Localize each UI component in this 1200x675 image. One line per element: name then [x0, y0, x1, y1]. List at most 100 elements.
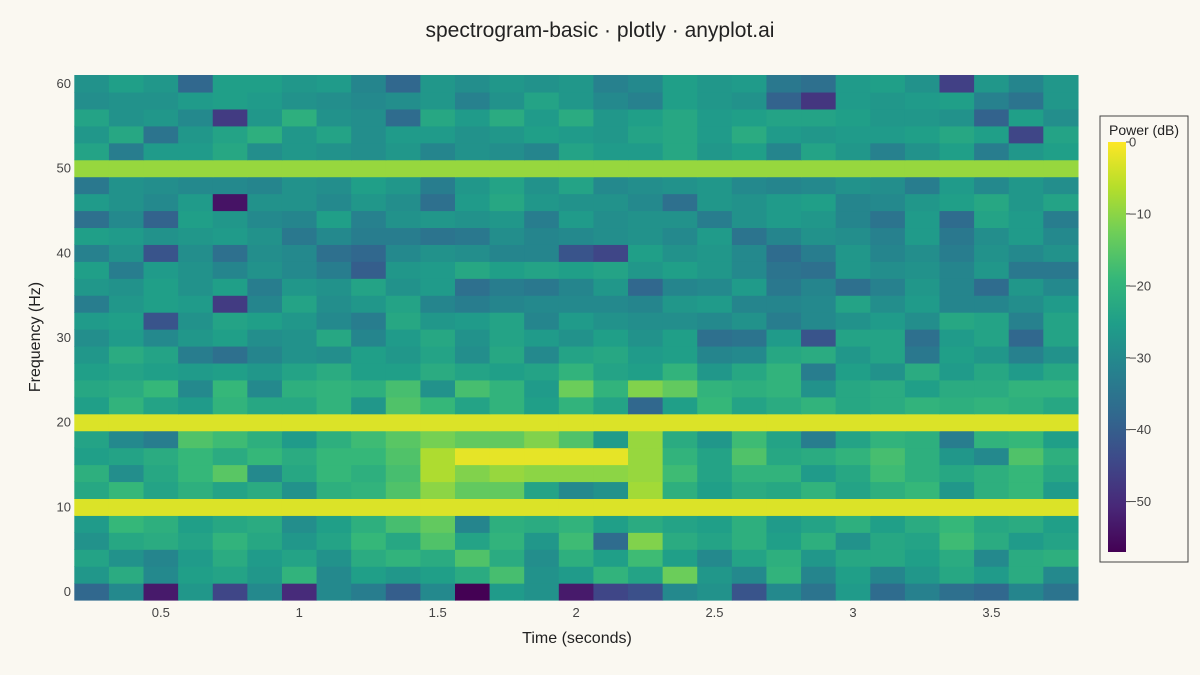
heatmap-cell — [904, 176, 941, 195]
heatmap-cell — [247, 295, 283, 313]
heatmap-cell — [316, 532, 352, 550]
heatmap-cell — [801, 227, 837, 245]
heatmap-cell — [212, 312, 248, 330]
heatmap-cell — [143, 193, 179, 212]
heatmap-cell — [697, 278, 733, 296]
heatmap-cell — [731, 566, 768, 584]
heatmap-cell — [558, 312, 595, 330]
heatmap-cell — [454, 549, 491, 567]
heatmap-cell — [1043, 278, 1079, 296]
heatmap-cell — [385, 464, 421, 483]
heatmap-cell — [316, 210, 352, 229]
heatmap-cell — [870, 498, 906, 516]
heatmap-cell — [143, 108, 179, 127]
heatmap-cell — [697, 91, 733, 110]
heatmap-cell — [939, 515, 975, 533]
heatmap-cell — [628, 464, 664, 483]
heatmap-cell — [74, 413, 110, 432]
heatmap-cell — [178, 261, 214, 279]
heatmap-cell — [281, 210, 318, 229]
heatmap-cell — [178, 464, 214, 483]
heatmap-cell — [316, 583, 352, 601]
heatmap-cell — [593, 312, 629, 330]
heatmap-cell — [420, 210, 456, 229]
heatmap-cell — [385, 108, 421, 127]
heatmap-cell — [697, 176, 733, 195]
heatmap-cell — [558, 75, 595, 93]
heatmap-cell — [662, 176, 698, 195]
heatmap-cell — [1008, 396, 1044, 415]
heatmap-cell — [385, 345, 421, 364]
heatmap-cell — [351, 210, 387, 229]
heatmap-cell — [108, 464, 145, 483]
heatmap-cell — [281, 447, 318, 466]
heatmap-cell — [108, 75, 145, 93]
heatmap-cell — [939, 583, 975, 601]
heatmap-cell — [974, 176, 1010, 195]
heatmap-cell — [801, 108, 837, 127]
heatmap-cell — [1043, 430, 1079, 449]
y-axis-ticks: 0 10 20 30 40 50 60 — [57, 76, 71, 599]
heatmap-cell — [420, 278, 456, 296]
heatmap-cell — [351, 481, 387, 499]
heatmap-cell — [939, 176, 975, 195]
heatmap-cell — [247, 210, 283, 229]
heatmap-cell — [1008, 379, 1044, 398]
heatmap-cell — [247, 193, 283, 212]
heatmap-cell — [247, 464, 283, 483]
heatmap-cell — [766, 193, 802, 212]
heatmap-cell — [316, 515, 352, 533]
heatmap-cell — [870, 566, 906, 584]
heatmap-cell — [1008, 430, 1044, 449]
heatmap-cell — [801, 396, 837, 415]
heatmap-cell — [74, 396, 110, 415]
heatmap-cell — [662, 549, 698, 567]
heatmap-cell — [524, 244, 560, 262]
heatmap-cell — [385, 549, 421, 567]
heatmap-cell — [1043, 379, 1079, 398]
heatmap-cell — [247, 583, 283, 601]
heatmap-cell — [178, 515, 214, 533]
heatmap-cell — [697, 362, 733, 381]
heatmap-cell — [766, 278, 802, 296]
heatmap-cell — [143, 413, 179, 432]
heatmap-cell — [247, 91, 283, 110]
heatmap-cell — [731, 413, 768, 432]
heatmap-cell — [835, 379, 871, 398]
heatmap-cell — [247, 498, 283, 516]
heatmap-cell — [524, 75, 560, 93]
heatmap-cell — [974, 159, 1010, 178]
heatmap-cell — [904, 125, 941, 144]
heatmap-cell — [697, 447, 733, 466]
heatmap-cell — [1043, 210, 1079, 229]
heatmap-cell — [974, 108, 1010, 127]
heatmap-cell — [489, 75, 525, 93]
heatmap-cell — [697, 210, 733, 229]
heatmap-cell — [247, 532, 283, 550]
heatmap-cell — [178, 142, 214, 161]
heatmap-cell — [593, 227, 629, 245]
heatmap-cell — [662, 583, 698, 601]
heatmap-cell — [870, 396, 906, 415]
heatmap-cell — [420, 430, 456, 449]
heatmap-cell — [281, 329, 318, 347]
heatmap-cell — [524, 210, 560, 229]
heatmap-cell — [904, 142, 941, 161]
heatmap-cell — [74, 447, 110, 466]
heatmap-cell — [904, 193, 941, 212]
heatmap-cell — [1043, 583, 1079, 601]
heatmap-cell — [766, 210, 802, 229]
heatmap-cell — [766, 244, 802, 262]
heatmap-cell — [766, 413, 802, 432]
heatmap-cell — [178, 329, 214, 347]
heatmap-cell — [178, 396, 214, 415]
heatmap-cell — [385, 413, 421, 432]
heatmap-cell — [835, 396, 871, 415]
heatmap-cell — [524, 430, 560, 449]
heatmap-cell — [385, 193, 421, 212]
heatmap-cell — [1043, 481, 1079, 499]
heatmap-cell — [281, 396, 318, 415]
heatmap-cell — [870, 176, 906, 195]
heatmap-cell — [489, 227, 525, 245]
heatmap-cell — [108, 583, 145, 601]
